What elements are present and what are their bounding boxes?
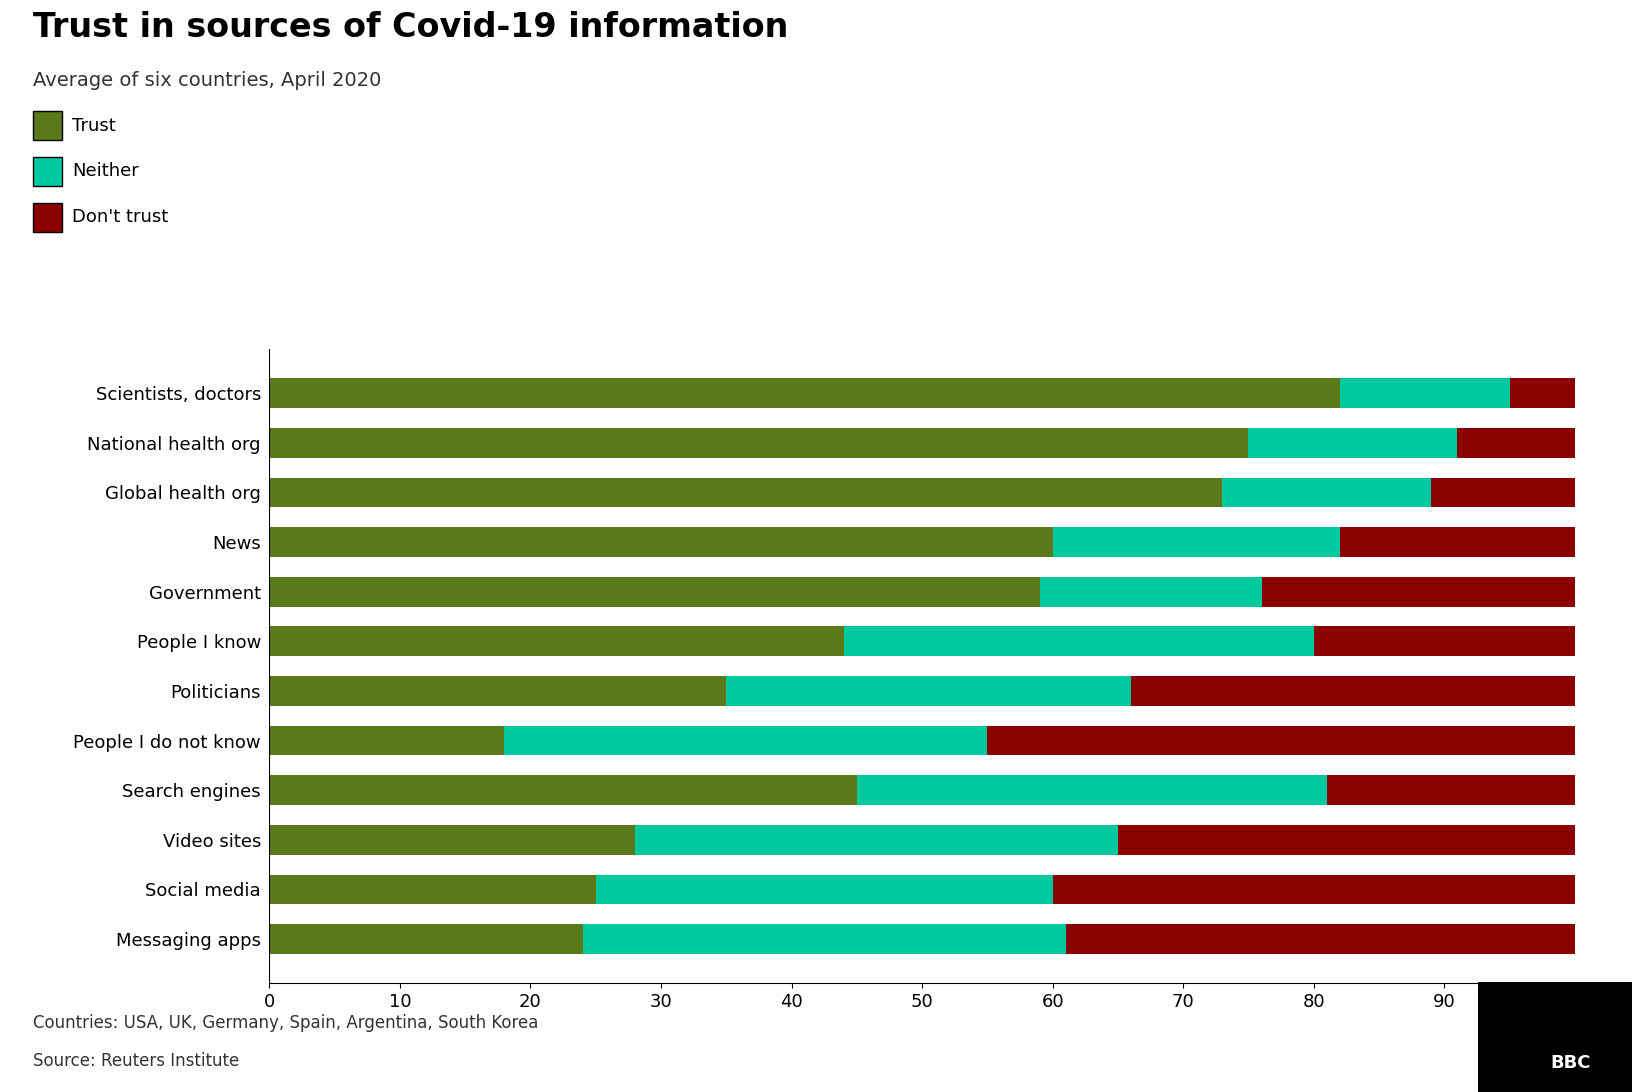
Bar	[844, 627, 1314, 656]
Text: Trust: Trust	[72, 117, 116, 134]
Bar	[269, 726, 504, 756]
Bar	[269, 924, 583, 954]
Bar	[269, 428, 1248, 458]
Bar	[1131, 676, 1575, 705]
Bar	[269, 824, 635, 855]
Bar	[583, 924, 1066, 954]
Text: Countries: USA, UK, Germany, Spain, Argentina, South Korea: Countries: USA, UK, Germany, Spain, Arge…	[33, 1014, 539, 1032]
Bar	[269, 477, 1222, 508]
Bar	[1248, 428, 1457, 458]
Bar	[726, 676, 1131, 705]
Text: Don't trust: Don't trust	[72, 209, 168, 226]
Bar	[987, 726, 1575, 756]
Bar	[1510, 378, 1575, 408]
Text: BBC: BBC	[1550, 1055, 1591, 1072]
Bar	[1340, 378, 1510, 408]
Bar	[1327, 775, 1575, 805]
Bar	[1053, 875, 1575, 904]
Bar	[1118, 824, 1575, 855]
Bar	[269, 775, 857, 805]
Bar	[596, 875, 1053, 904]
Bar	[1066, 924, 1575, 954]
Bar	[1040, 577, 1262, 606]
Bar	[269, 527, 1053, 557]
Bar	[269, 676, 726, 705]
Text: Average of six countries, April 2020: Average of six countries, April 2020	[33, 71, 380, 90]
Bar	[1431, 477, 1575, 508]
Bar	[269, 875, 596, 904]
Bar	[1340, 527, 1575, 557]
Text: Source: Reuters Institute: Source: Reuters Institute	[33, 1053, 238, 1070]
Bar	[269, 577, 1040, 606]
Bar	[269, 378, 1340, 408]
Bar	[269, 627, 844, 656]
Bar	[1053, 527, 1340, 557]
Bar	[1222, 477, 1431, 508]
Bar	[1314, 627, 1575, 656]
Bar	[857, 775, 1327, 805]
Text: Neither: Neither	[72, 163, 139, 180]
Bar	[504, 726, 987, 756]
Text: Trust in sources of Covid-19 information: Trust in sources of Covid-19 information	[33, 11, 788, 44]
Bar	[635, 824, 1118, 855]
Bar	[1457, 428, 1575, 458]
Bar	[1262, 577, 1575, 606]
